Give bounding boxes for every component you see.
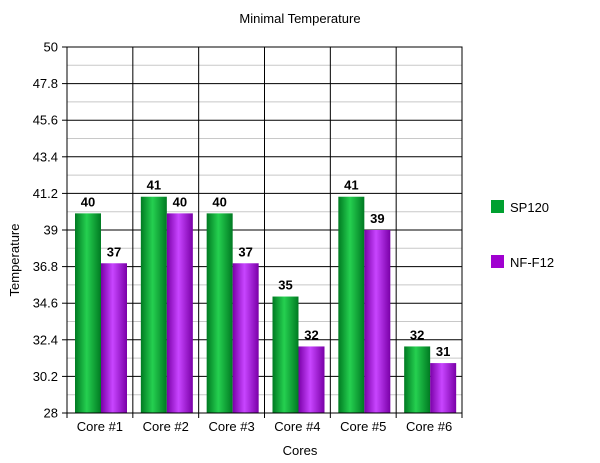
data-label: 40: [81, 194, 95, 209]
x-tick-label: Core #2: [143, 419, 189, 434]
bar-nf-f12-3: [232, 263, 259, 413]
x-axis-ticks: Core #1 Core #2 Core #3 Core #4 Core #5 Core …: [66, 413, 463, 434]
data-label: 37: [238, 244, 252, 259]
x-tick-label: Core #3: [208, 419, 254, 434]
y-tick-label: 30.2: [33, 369, 58, 384]
legend-swatch-sp120: [491, 200, 504, 213]
legend-label: NF-F12: [510, 255, 554, 270]
y-tick-label: 32.4: [33, 332, 58, 347]
legend-swatch-nf-f12: [491, 255, 504, 268]
data-label: 32: [410, 327, 424, 342]
data-label: 41: [344, 178, 358, 193]
bar-nf-f12-5: [364, 230, 391, 413]
bar-sp120-2: [140, 196, 167, 413]
bar-nf-f12-6: [430, 363, 457, 413]
y-tick-label: 36.8: [33, 259, 58, 274]
legend-label: SP120: [510, 200, 549, 215]
y-tick-label: 34.6: [33, 296, 58, 311]
bar-sp120-6: [404, 346, 431, 413]
data-label: 35: [278, 278, 292, 293]
y-tick-label: 47.8: [33, 76, 58, 91]
bar-sp120-4: [272, 296, 299, 413]
data-label: 37: [107, 244, 121, 259]
x-tick-label: Core #5: [340, 419, 386, 434]
bar-sp120-1: [75, 213, 101, 413]
bar-sp120-5: [338, 196, 365, 413]
data-label: 40: [173, 194, 187, 209]
x-axis-label: Cores: [283, 443, 318, 458]
bar-sp120-3: [206, 213, 233, 413]
y-axis-ticks: 28 30.2 32.4 34.6 36.8 39 41.2 43.4 45.6 47.8 50: [33, 40, 67, 421]
data-label: 40: [212, 194, 226, 209]
legend: SP120 NF-F12: [491, 200, 554, 270]
data-label: 41: [147, 178, 161, 193]
data-label: 31: [436, 344, 450, 359]
data-labels: 40 37 41 40 40 37 35 32 41 39 32 31: [81, 178, 451, 359]
y-axis-label: Temperature: [7, 224, 22, 297]
data-label: 32: [304, 327, 318, 342]
bars: [75, 196, 457, 413]
chart-title: Minimal Temperature: [239, 11, 360, 26]
x-tick-label: Core #1: [77, 419, 123, 434]
x-tick-label: Core #6: [406, 419, 452, 434]
y-tick-label: 43.4: [33, 149, 58, 164]
y-tick-label: 50: [44, 40, 58, 55]
bar-nf-f12-2: [166, 213, 193, 413]
y-tick-label: 39: [44, 223, 58, 238]
x-tick-label: Core #4: [274, 419, 320, 434]
y-tick-label: 41.2: [33, 186, 58, 201]
bar-nf-f12-4: [298, 346, 325, 413]
data-label: 39: [370, 211, 384, 226]
y-tick-label: 28: [44, 406, 58, 421]
bar-nf-f12-1: [101, 263, 127, 413]
y-tick-label: 45.6: [33, 113, 58, 128]
